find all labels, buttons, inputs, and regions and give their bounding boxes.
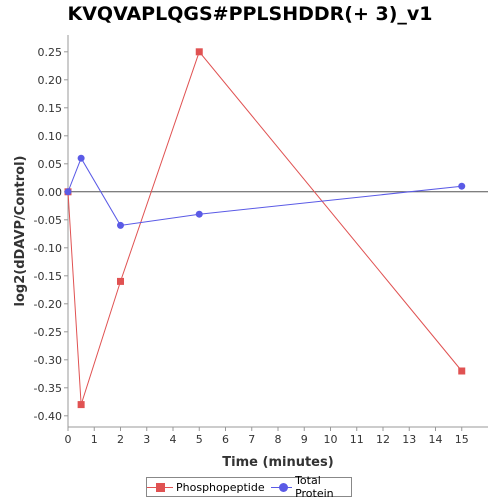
x-axis-title: Time (minutes)	[222, 455, 333, 470]
x-tick-label: 1	[91, 433, 98, 446]
y-tick-label: 0.10	[38, 130, 63, 143]
data-point-total-protein	[195, 210, 203, 218]
data-point-total-protein	[77, 154, 85, 162]
y-axis-title: log2(dDAVP/Control)	[13, 156, 28, 307]
data-point-phosphopeptide	[195, 48, 203, 56]
data-point-total-protein	[458, 182, 466, 190]
x-tick-label: 13	[402, 433, 416, 446]
data-point-phosphopeptide	[117, 277, 124, 285]
y-tick-label: 0.20	[38, 74, 63, 87]
x-tick-label: 7	[248, 433, 255, 446]
y-tick-label: -0.15	[34, 270, 62, 283]
y-tick-label: -0.40	[34, 410, 62, 423]
y-tick-label: -0.35	[34, 382, 62, 395]
series-line-phosphopeptide	[67, 50, 463, 405]
x-tick-label: 8	[275, 433, 282, 446]
chart-title: KVQVAPLQGS#PPLSHDDR(+ 3)_v1	[67, 3, 433, 25]
x-tick-label: 14	[429, 433, 443, 446]
legend-swatch-total-protein	[270, 482, 293, 492]
data-point-phosphopeptide	[77, 401, 85, 409]
x-tick-label: 4	[170, 433, 177, 446]
data-point-phosphopeptide	[458, 367, 466, 375]
x-tick-label: 11	[350, 433, 364, 446]
x-tick-label: 5	[196, 433, 203, 446]
legend: Phosphopeptide Total Protein	[146, 474, 352, 500]
y-tick-label: -0.10	[34, 242, 62, 255]
x-tick-label: 2	[117, 433, 124, 446]
x-tick-label: 15	[455, 433, 469, 446]
data-point-total-protein	[64, 188, 72, 196]
legend-label-total-protein: Total Protein	[295, 474, 334, 500]
x-tick-label: 6	[222, 433, 229, 446]
y-tick-label: 0.15	[38, 102, 63, 115]
x-tick-label: 12	[376, 433, 390, 446]
y-tick-label: -0.20	[34, 298, 62, 311]
y-tick-label: 0.00	[38, 186, 63, 199]
legend-label-phosphopeptide: Phosphopeptide	[176, 480, 265, 494]
y-tick-label: -0.05	[34, 214, 62, 227]
y-tick-label: -0.30	[34, 354, 62, 367]
x-tick-label: 10	[324, 433, 338, 446]
x-tick-label: 9	[301, 433, 308, 446]
legend-swatch-phosphopeptide	[147, 482, 173, 492]
legend-item-phosphopeptide: Phosphopeptide	[147, 481, 265, 494]
legend-item-total-protein: Total Protein	[270, 474, 351, 500]
data-point-total-protein	[117, 221, 124, 229]
x-tick-label: 0	[65, 433, 72, 446]
y-tick-label: 0.05	[38, 158, 63, 171]
x-tick-label: 3	[143, 433, 150, 446]
y-tick-label: 0.25	[38, 46, 63, 59]
y-tick-label: -0.25	[34, 326, 62, 339]
